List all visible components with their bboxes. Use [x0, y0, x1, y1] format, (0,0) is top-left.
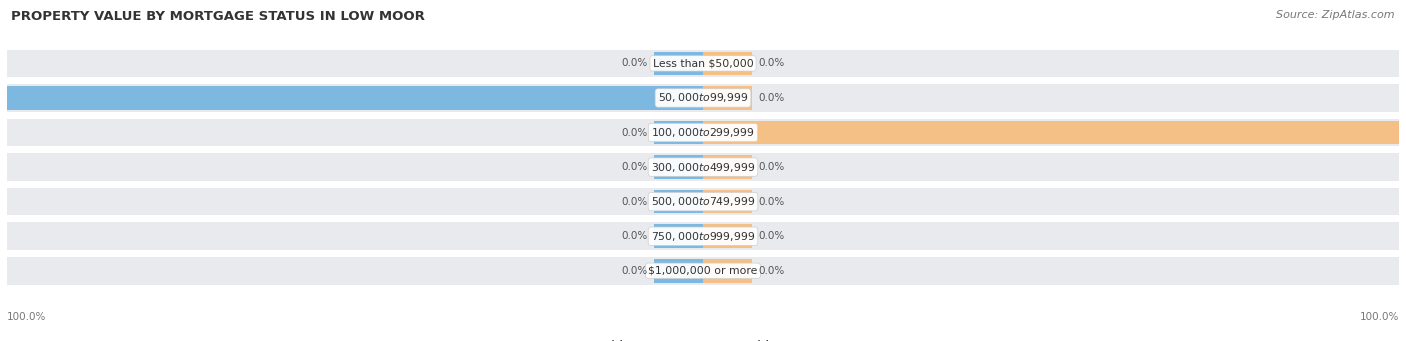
- Text: 0.0%: 0.0%: [621, 162, 647, 172]
- Text: 0.0%: 0.0%: [621, 266, 647, 276]
- Bar: [7, 188, 1399, 216]
- Bar: [7, 222, 1399, 250]
- Bar: [654, 51, 703, 75]
- Bar: [654, 155, 703, 179]
- Text: $50,000 to $99,999: $50,000 to $99,999: [658, 91, 748, 104]
- Text: 0.0%: 0.0%: [759, 58, 785, 69]
- Bar: [654, 121, 703, 144]
- Text: 0.0%: 0.0%: [621, 58, 647, 69]
- Bar: [654, 190, 703, 213]
- Text: $1,000,000 or more: $1,000,000 or more: [648, 266, 758, 276]
- Text: 0.0%: 0.0%: [621, 128, 647, 137]
- Bar: [7, 119, 1399, 146]
- Bar: [7, 84, 1399, 112]
- Bar: [703, 259, 752, 283]
- Text: 100.0%: 100.0%: [1360, 312, 1399, 322]
- Text: $100,000 to $299,999: $100,000 to $299,999: [651, 126, 755, 139]
- Bar: [654, 259, 703, 283]
- Text: 0.0%: 0.0%: [759, 197, 785, 207]
- Text: Less than $50,000: Less than $50,000: [652, 58, 754, 69]
- Text: 0.0%: 0.0%: [759, 162, 785, 172]
- Text: PROPERTY VALUE BY MORTGAGE STATUS IN LOW MOOR: PROPERTY VALUE BY MORTGAGE STATUS IN LOW…: [11, 10, 425, 23]
- Bar: [7, 257, 1399, 285]
- Text: Source: ZipAtlas.com: Source: ZipAtlas.com: [1277, 10, 1395, 20]
- Bar: [7, 49, 1399, 77]
- Text: $500,000 to $749,999: $500,000 to $749,999: [651, 195, 755, 208]
- Text: 0.0%: 0.0%: [759, 266, 785, 276]
- Bar: [654, 224, 703, 248]
- Text: 0.0%: 0.0%: [759, 231, 785, 241]
- Bar: [703, 190, 752, 213]
- Bar: [7, 153, 1399, 181]
- Bar: [703, 155, 752, 179]
- Bar: [703, 86, 752, 110]
- Text: $750,000 to $999,999: $750,000 to $999,999: [651, 230, 755, 243]
- Text: 0.0%: 0.0%: [621, 231, 647, 241]
- Bar: [7, 86, 703, 110]
- Text: $300,000 to $499,999: $300,000 to $499,999: [651, 161, 755, 174]
- Bar: [703, 224, 752, 248]
- Text: 0.0%: 0.0%: [621, 197, 647, 207]
- Bar: [703, 51, 752, 75]
- Text: 0.0%: 0.0%: [759, 93, 785, 103]
- Text: 100.0%: 100.0%: [7, 312, 46, 322]
- Bar: [703, 121, 1399, 144]
- Legend: Without Mortgage, With Mortgage: Without Mortgage, With Mortgage: [568, 336, 838, 341]
